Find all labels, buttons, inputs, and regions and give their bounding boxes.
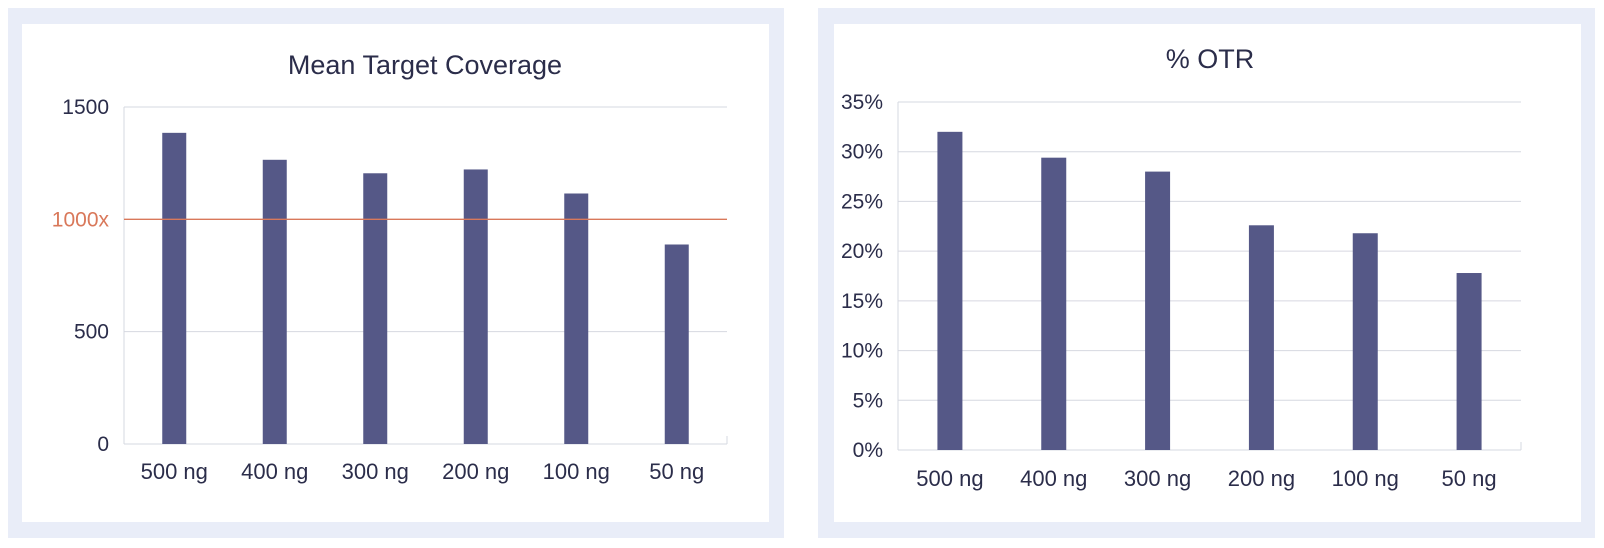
category-label: 50 ng [649, 459, 704, 484]
bar [363, 173, 388, 444]
category-label: 50 ng [1442, 466, 1497, 491]
bar [162, 132, 187, 444]
category-label: 300 ng [342, 459, 409, 484]
y-tick-label: 500 [74, 321, 109, 344]
y-tick-label: 15% [841, 290, 883, 313]
y-tick-label: 5% [853, 389, 883, 412]
category-label: 500 ng [141, 459, 208, 484]
y-tick-label: 35% [841, 91, 883, 114]
y-tick-label: 0% [853, 439, 883, 462]
category-label: 400 ng [1020, 466, 1087, 491]
y-tick-label: 25% [841, 190, 883, 213]
category-label: 500 ng [916, 466, 983, 491]
bar [1248, 225, 1274, 450]
bar [1352, 233, 1378, 450]
chart-title: Mean Target Coverage [288, 50, 562, 80]
y-tick-label: 10% [841, 340, 883, 363]
bar [1041, 157, 1067, 450]
category-label: 200 ng [442, 459, 509, 484]
bar [1456, 273, 1482, 450]
bar [937, 131, 963, 451]
y-tick-label: 30% [841, 141, 883, 164]
chart-title: % OTR [1166, 44, 1255, 74]
bar [564, 193, 589, 444]
y-tick-label: 1500 [62, 96, 109, 119]
reference-line-label: 1000x [52, 208, 110, 231]
category-label: 200 ng [1228, 466, 1295, 491]
bar [262, 159, 287, 444]
bar [664, 244, 689, 444]
y-tick-label: 0 [97, 433, 109, 456]
category-label: 300 ng [1124, 466, 1191, 491]
bar [1145, 171, 1171, 450]
category-label: 100 ng [543, 459, 610, 484]
y-tick-label: 20% [841, 240, 883, 263]
category-label: 100 ng [1332, 466, 1399, 491]
category-label: 400 ng [241, 459, 308, 484]
bar [463, 169, 488, 444]
